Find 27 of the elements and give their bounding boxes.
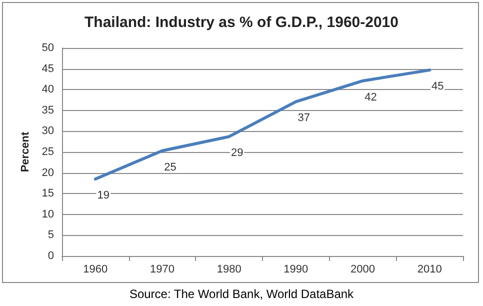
y-tick-label: 15 xyxy=(42,188,54,200)
source-note: Source: The World Bank, World DataBank xyxy=(128,287,355,301)
y-tick-label: 20 xyxy=(42,166,54,179)
data-label: 25 xyxy=(164,161,176,174)
y-tick-label: 0 xyxy=(48,250,54,262)
x-tick-label: 1990 xyxy=(284,264,308,276)
y-tick-label: 25 xyxy=(42,146,54,158)
x-tick-label: 1970 xyxy=(150,264,174,276)
line-series xyxy=(94,68,432,181)
data-label: 42 xyxy=(364,91,377,104)
y-tick-label: 10 xyxy=(42,208,54,220)
y-tick-label: 45 xyxy=(42,62,54,75)
data-label: 19 xyxy=(97,190,110,202)
data-label: 37 xyxy=(298,112,310,124)
x-tick-label: 2000 xyxy=(350,264,375,276)
x-tick-label: 1960 xyxy=(83,264,108,276)
y-tick-label: 5 xyxy=(48,229,54,242)
y-tick-label: 30 xyxy=(42,125,54,138)
y-axis-title: Percent xyxy=(19,131,32,172)
y-tick-label: 50 xyxy=(42,42,54,54)
y-tick-label: 40 xyxy=(42,84,54,96)
data-label: 45 xyxy=(431,80,444,93)
chart-title: Thailand: Industry as % of G.D.P., 1960-2010 xyxy=(84,14,398,31)
x-tick-label: 2010 xyxy=(417,264,442,276)
x-tick-label: 1980 xyxy=(216,264,242,276)
data-label: 29 xyxy=(230,147,244,160)
y-tick-label: 35 xyxy=(42,104,54,116)
